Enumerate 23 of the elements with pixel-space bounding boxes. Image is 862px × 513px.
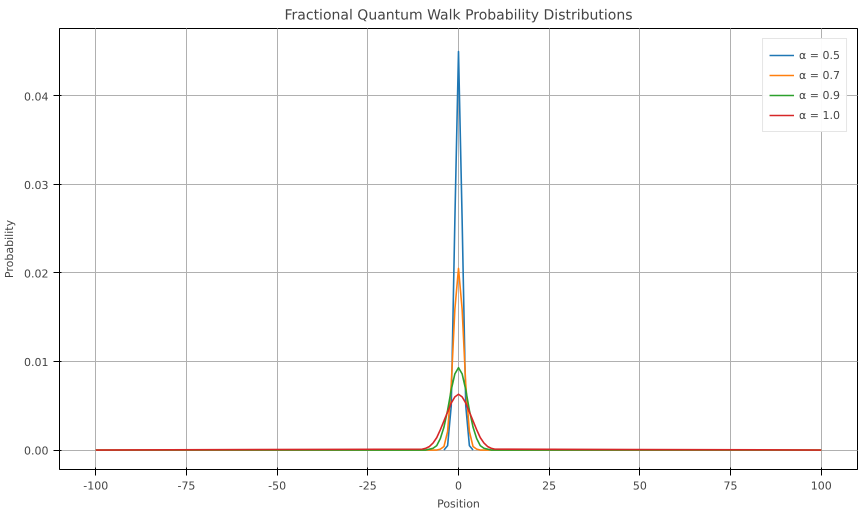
legend-label: α = 0.9	[799, 88, 840, 102]
y-tick-label: 0.03	[24, 178, 49, 192]
x-tick-label: -50	[268, 480, 286, 492]
x-tick-label: 100	[810, 480, 832, 492]
x-tick-label: -25	[358, 480, 377, 492]
x-tick-label: -100	[83, 480, 108, 492]
x-tick-label: 75	[724, 480, 738, 492]
line-series	[443, 50, 474, 451]
y-axis-title: Probability	[3, 219, 16, 278]
x-axis-title: Position	[437, 498, 480, 510]
x-tick-label: 50	[632, 480, 647, 492]
legend-label: α = 0.7	[799, 68, 840, 82]
y-tick-label: 0.00	[24, 444, 49, 458]
legend-label: α = 0.5	[799, 48, 840, 62]
y-tick-label: 0.02	[24, 267, 49, 280]
y-tick-label: 0.04	[24, 90, 49, 104]
x-tick-label: 0	[455, 480, 462, 492]
x-tick-label: 25	[542, 480, 556, 492]
chart-title: Fractional Quantum Walk Probability Distributions	[284, 8, 632, 24]
x-tick-label: -75	[177, 480, 196, 492]
y-tick-label: 0.01	[24, 356, 49, 369]
line-series	[94, 393, 822, 451]
legend-label: α = 1.0	[799, 108, 840, 122]
